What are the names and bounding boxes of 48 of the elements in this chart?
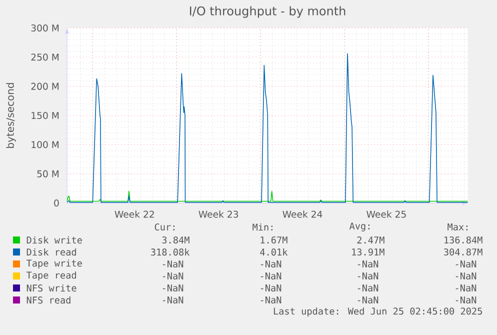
text: -NaN: [162, 284, 184, 292]
text: 304.87M: [444, 248, 482, 256]
text: -NaN: [162, 272, 184, 280]
y-axis-title: bytes/second: [6, 83, 16, 148]
y-tick-label: 100 M: [32, 141, 59, 148]
text: 1.67M: [260, 236, 288, 244]
legend-label: Tape read: [26, 271, 76, 281]
text: Last update: Wed Jun 25 02:45:00 2025: [274, 307, 482, 317]
text: -NaN: [162, 296, 184, 304]
legend-label: NFS read: [26, 296, 70, 304]
chart-title: I/O throughput - by month: [190, 6, 346, 18]
text: -NaN: [260, 272, 282, 280]
text: Avg:: [349, 222, 370, 232]
text: -NaN: [456, 260, 476, 268]
x-tick-label: Week 25: [366, 210, 406, 218]
text: -NaN: [456, 296, 476, 304]
text: -NaN: [260, 260, 282, 268]
y-tick-label: 150 M: [32, 112, 59, 120]
text: -NaN: [456, 284, 476, 292]
text: -NaN: [260, 284, 282, 292]
y-tick-label: 50 M: [37, 170, 59, 178]
text: 136.84M: [444, 236, 482, 244]
text: -NaN: [358, 296, 378, 304]
text: 13.91M: [352, 248, 384, 256]
legend-label: Disk write: [26, 236, 82, 244]
legend-label: Tape write: [26, 259, 82, 269]
text: 318.08k: [151, 248, 190, 256]
y-tick-label: 300 M: [31, 24, 59, 32]
y-tick-label: 0: [54, 199, 59, 207]
text: Max:: [448, 224, 468, 230]
text: 3.84M: [162, 236, 190, 244]
y-tick-label: 200 M: [31, 82, 59, 90]
y-tick-label: 250 M: [31, 54, 59, 61]
legend-label: NFS write: [26, 284, 76, 292]
x-tick-label: Week 22: [114, 210, 154, 218]
text: -NaN: [358, 272, 378, 280]
text: 2.47M: [357, 236, 384, 244]
text: -NaN: [456, 272, 476, 280]
text: -NaN: [260, 296, 282, 304]
x-tick-label: Week 24: [282, 210, 322, 218]
x-tick-label: Week 23: [198, 210, 238, 218]
text: Cur:: [154, 223, 174, 231]
text: -NaN: [358, 260, 378, 268]
text: -NaN: [162, 260, 184, 268]
legend-label: Disk read: [26, 248, 76, 256]
text: Min:: [252, 223, 272, 231]
text: 4.01k: [260, 248, 288, 256]
text: -NaN: [358, 284, 378, 292]
